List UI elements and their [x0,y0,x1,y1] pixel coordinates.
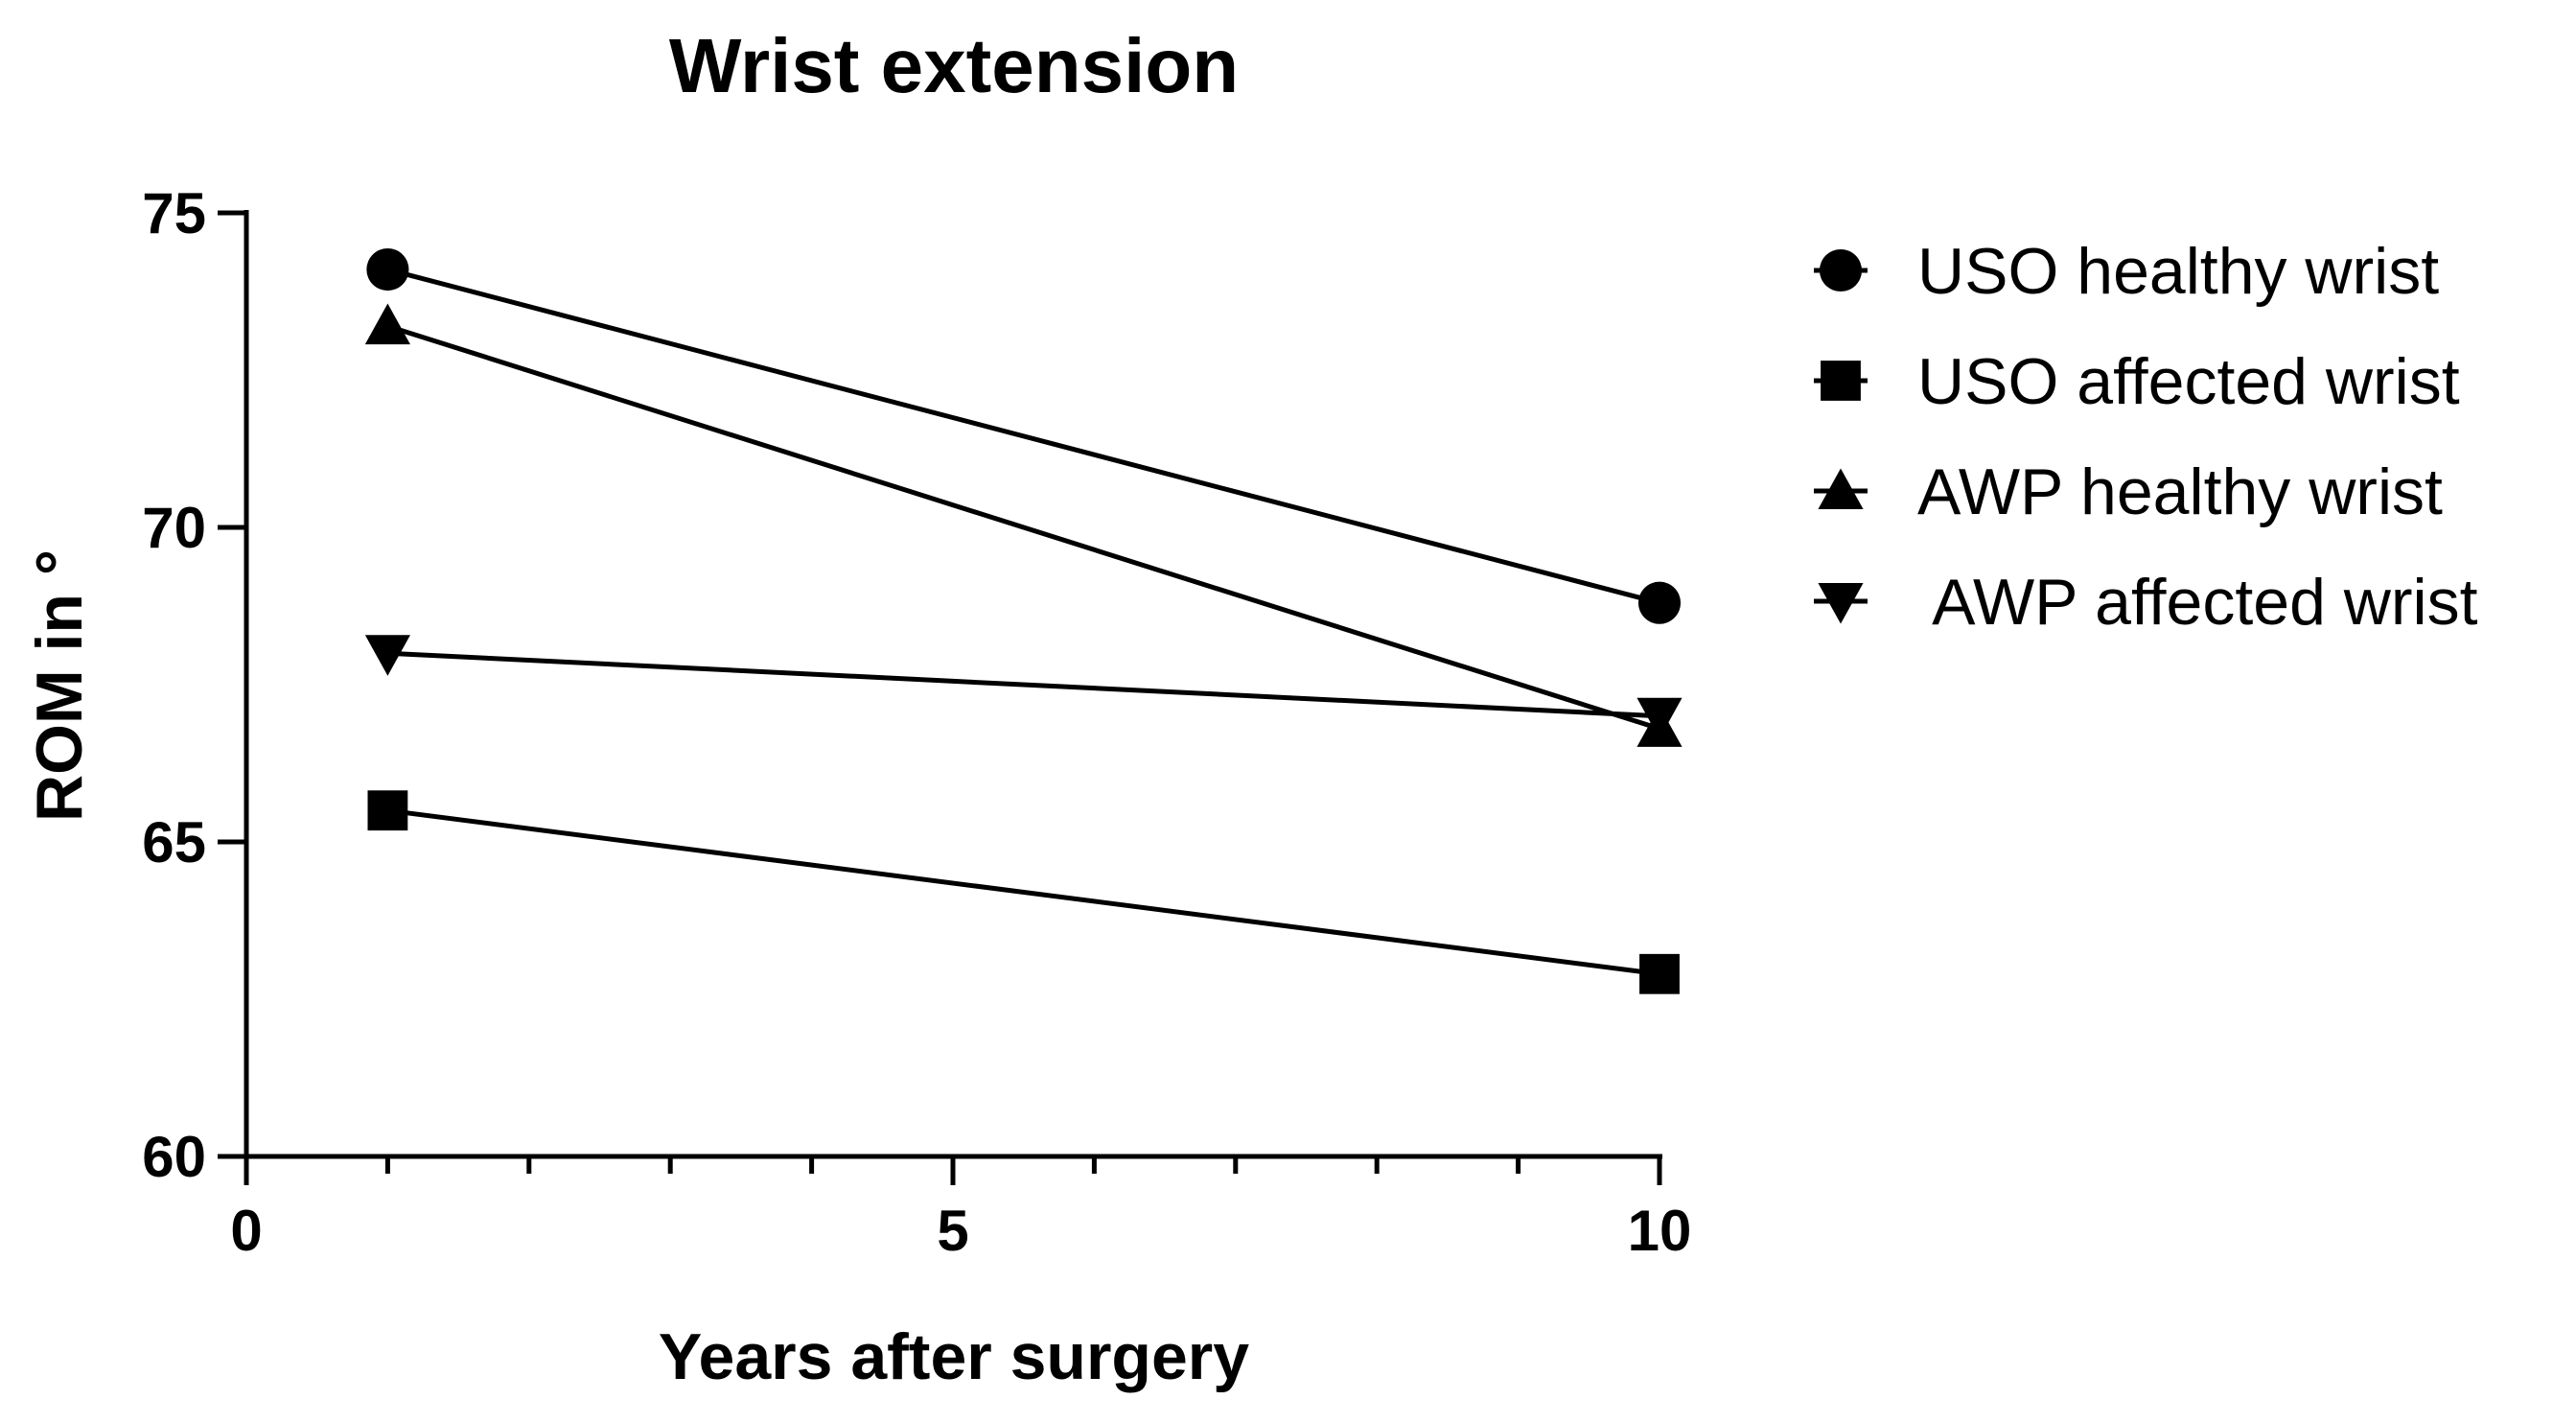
legend-marker [1818,468,1864,509]
x-tick-label: 5 [937,1199,968,1263]
series-2 [367,790,1680,994]
y-tick-label: 75 [142,181,206,245]
legend-item: AWP healthy wrist [1814,455,2443,528]
x-tick-label: 10 [1628,1199,1692,1263]
y-axis-label: ROM in ° [23,549,96,822]
axes [244,210,1662,1159]
series-layer [364,248,1683,994]
series-line [387,650,1660,719]
chart-title: Wrist extension [669,23,1239,108]
data-point [364,635,410,676]
legend-marker [1818,583,1864,624]
series-line [387,807,1660,977]
y-tick-label: 60 [142,1125,206,1189]
y-tick-label: 65 [142,810,206,875]
y-ticks: 60 65 70 75 [142,181,246,1189]
series-4 [364,635,1683,739]
legend: USO healthy wrist USO affected wrist AWP h… [1814,235,2478,639]
x-axis-label: Years after surgery [659,1320,1249,1393]
data-point [367,790,408,831]
series-1 [366,248,1682,624]
legend-item: USO affected wrist [1814,345,2460,418]
x-ticks: 0 5 10 [230,1156,1691,1263]
y-tick-label: 70 [142,496,206,560]
data-point [1639,953,1680,994]
data-point [1636,697,1683,739]
series-3 [364,303,1683,747]
legend-label: AWP healthy wrist [1917,455,2443,528]
series-line [386,267,1660,606]
data-point [1637,581,1682,624]
legend-label: USO healthy wrist [1917,235,2439,308]
legend-item: USO healthy wrist [1814,235,2439,308]
legend-marker [1819,248,1863,292]
data-point [366,248,409,292]
data-point [364,303,410,345]
legend-label: AWP affected wrist [1917,566,2478,639]
legend-item: AWP affected wrist [1814,566,2478,639]
legend-label: USO affected wrist [1917,345,2460,418]
series-line [386,323,1660,732]
x-tick-label: 0 [230,1199,262,1263]
legend-marker [1821,361,1861,401]
